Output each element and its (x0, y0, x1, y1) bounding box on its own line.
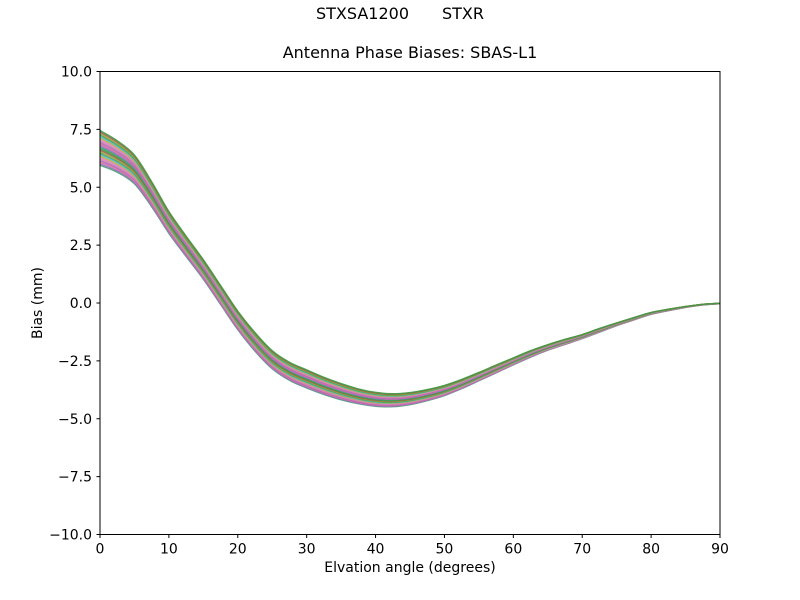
y-tick-label: 5.0 (70, 180, 92, 196)
bias-curve (99, 151, 721, 403)
bias-curve (99, 158, 721, 406)
x-axis-label: Elvation angle (degrees) (324, 560, 496, 576)
y-tick-label: −10.0 (49, 528, 92, 544)
suptitle-station-id: STXSA1200 (315, 4, 409, 23)
y-tick-label: 7.5 (70, 122, 92, 138)
axes-frame (99, 71, 721, 535)
bias-curve (99, 163, 721, 407)
x-tick-label: 0 (96, 542, 105, 558)
bias-curve (99, 154, 721, 404)
x-tick-label: 20 (229, 542, 247, 558)
x-tick-label: 60 (504, 542, 522, 558)
curves-group (99, 129, 721, 408)
bias-curve (99, 157, 721, 405)
x-tick-label: 50 (436, 542, 454, 558)
bias-curve (99, 138, 721, 398)
x-tick-label: 80 (642, 542, 660, 558)
bias-curve (99, 137, 721, 398)
bias-curve (99, 141, 721, 399)
suptitle: STXSA1200 STXR (0, 4, 800, 23)
bias-curve (99, 160, 721, 406)
y-tick-label: 2.5 (70, 238, 92, 254)
bias-curve (99, 152, 721, 403)
bias-curve (99, 164, 721, 408)
x-tick-label: 40 (367, 542, 385, 558)
y-tick-label: −7.5 (58, 470, 92, 486)
bias-curve (99, 146, 721, 401)
bias-curve (99, 145, 721, 401)
bias-curve (99, 149, 721, 402)
bias-curve (99, 143, 721, 400)
x-tick-label: 90 (711, 542, 729, 558)
y-tick-label: −2.5 (58, 354, 92, 370)
y-ticks: 10.0 7.5 5.0 2.5 0.0 −2.5 −5.0 −7.5 −10.0 (49, 65, 100, 544)
x-tick-label: 70 (573, 542, 591, 558)
y-tick-label: 0.0 (70, 296, 92, 312)
bias-curve (99, 155, 721, 405)
bias-curve (99, 161, 721, 407)
axes-title: Antenna Phase Biases: SBAS-L1 (282, 43, 538, 62)
y-tick-label: −5.0 (58, 412, 92, 428)
x-tick-label: 30 (298, 542, 316, 558)
x-tick-label: 10 (160, 542, 178, 558)
bias-curve (99, 129, 721, 395)
bias-curve (99, 148, 721, 402)
suptitle-receiver-id: STXR (442, 4, 485, 23)
x-ticks: 0 10 20 30 40 50 60 70 80 90 (96, 534, 729, 558)
bias-curve (99, 140, 721, 399)
y-tick-label: 10.0 (61, 65, 92, 81)
